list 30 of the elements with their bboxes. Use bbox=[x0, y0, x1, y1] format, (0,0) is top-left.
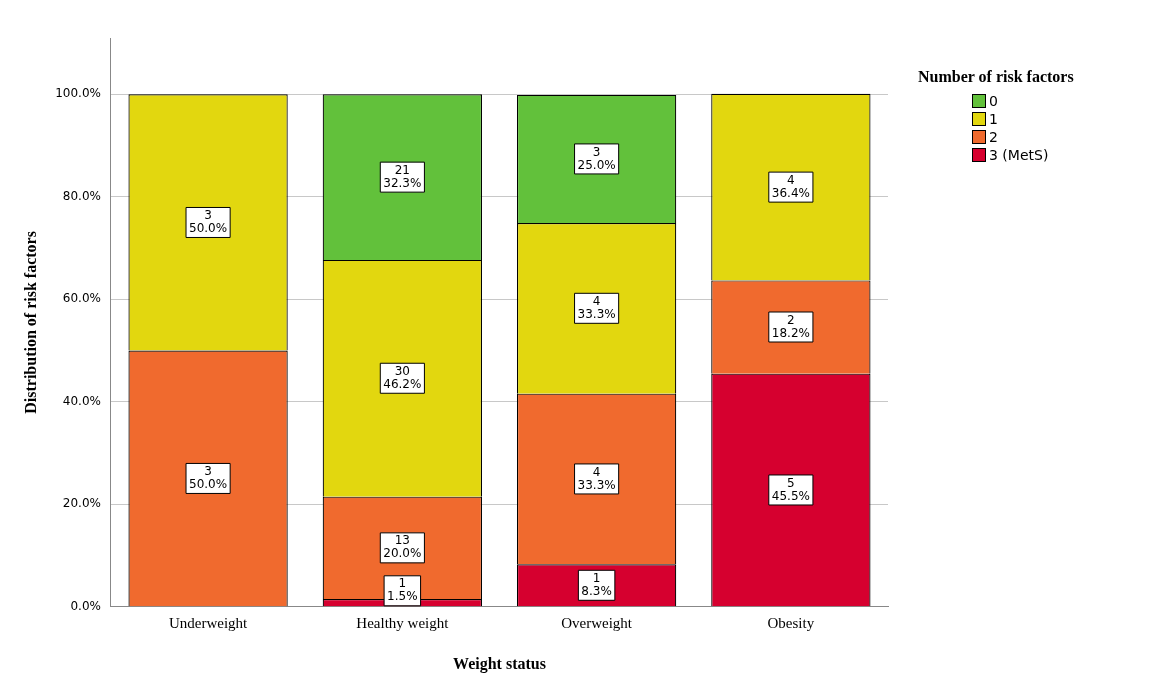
data-label: 4 33.3% bbox=[577, 464, 616, 492]
data-label: 4 33.3% bbox=[577, 293, 616, 321]
x-tick-label: Obesity bbox=[767, 614, 815, 631]
y-tick-label: 60.0% bbox=[62, 291, 101, 306]
y-tick-label: 80.0% bbox=[62, 188, 101, 203]
legend-label: 2 bbox=[989, 129, 998, 145]
data-label: 30 46.2% bbox=[383, 363, 422, 391]
y-tick-label: 40.0% bbox=[62, 393, 101, 408]
data-label: 3 50.0% bbox=[189, 208, 228, 236]
legend-label: 0 bbox=[989, 93, 998, 109]
x-tick-label: Underweight bbox=[168, 614, 249, 631]
legend-label: 3 (MetS) bbox=[989, 147, 1049, 163]
legend-label: 1 bbox=[989, 111, 998, 127]
data-label: 13 20.0% bbox=[383, 533, 422, 561]
legend-title: Number of risk factors bbox=[918, 68, 1075, 86]
data-label: 1 1.5% bbox=[387, 576, 418, 604]
y-axis-title: Distribution of risk factors bbox=[21, 231, 39, 414]
y-tick-label: 20.0% bbox=[62, 496, 101, 511]
data-label: 5 45.5% bbox=[771, 475, 810, 503]
x-tick-label: Overweight bbox=[561, 614, 633, 631]
data-label: 3 50.0% bbox=[189, 464, 228, 492]
y-tick-label: 0.0% bbox=[70, 598, 101, 613]
data-label: 3 25.0% bbox=[577, 144, 616, 172]
data-label: 1 8.3% bbox=[581, 570, 612, 598]
data-label: 2 18.2% bbox=[771, 312, 810, 340]
data-label: 4 36.4% bbox=[771, 172, 810, 200]
x-tick-label: Healthy weight bbox=[356, 614, 450, 631]
x-axis-title: Weight status bbox=[453, 654, 546, 673]
data-label: 21 32.3% bbox=[383, 162, 422, 190]
y-tick-label: 100.0% bbox=[55, 86, 101, 101]
